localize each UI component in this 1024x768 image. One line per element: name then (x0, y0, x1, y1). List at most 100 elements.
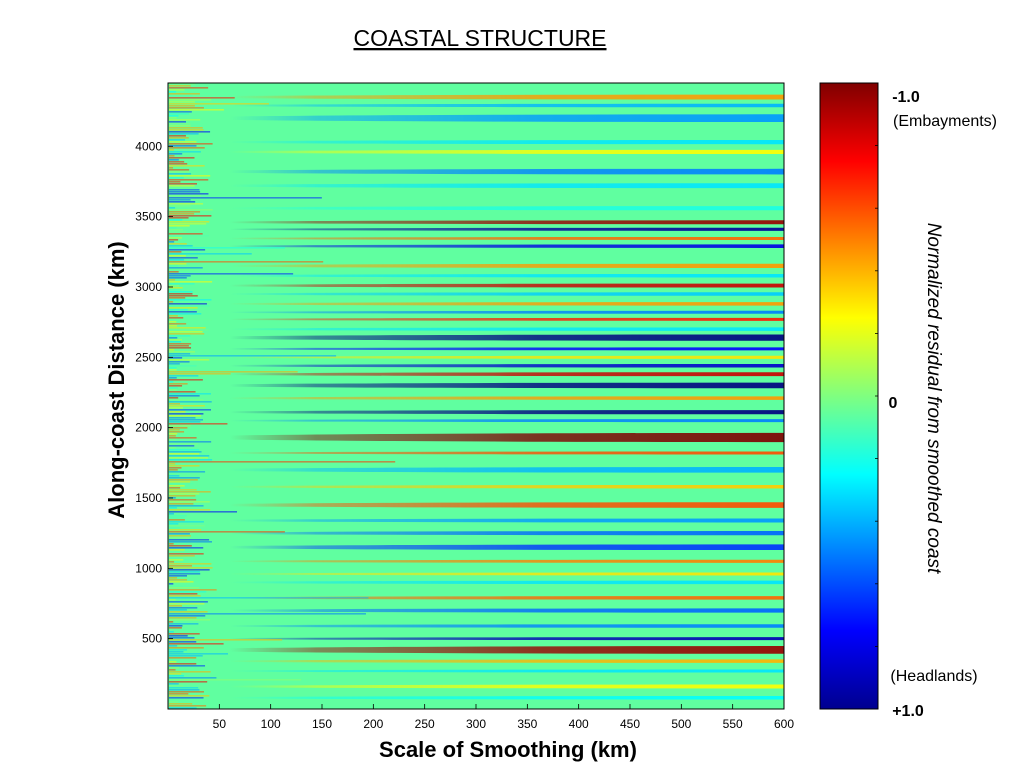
heatmap-band (168, 410, 784, 415)
noise-stripe (169, 105, 195, 107)
heatmap-band (168, 94, 784, 100)
noise-stripe (169, 217, 189, 219)
noise-stripe (169, 475, 180, 477)
heatmap-band (168, 334, 784, 341)
noise-stripe (169, 297, 186, 299)
noise-stripe (169, 553, 204, 555)
noise-stripe (169, 457, 208, 459)
noise-stripe (169, 435, 176, 437)
noise-stripe (169, 479, 198, 481)
noise-stripe (169, 125, 191, 127)
noise-stripe (169, 671, 211, 673)
noise-stripe (169, 555, 195, 557)
noise-stripe (169, 229, 184, 231)
noise-stripe (169, 179, 209, 181)
noise-stripe (169, 397, 179, 399)
heatmap-band (168, 684, 784, 689)
heatmap-plot-area (168, 83, 784, 709)
heatmap-band (168, 372, 784, 377)
noise-stripe (169, 601, 208, 603)
heatmap-band (168, 114, 784, 123)
noise-stripe (169, 471, 206, 473)
noise-stripe (169, 531, 285, 533)
noise-stripe (169, 441, 212, 443)
noise-stripe (169, 547, 204, 549)
noise-stripe (169, 349, 175, 351)
noise-stripe (169, 107, 204, 109)
noise-stripe (169, 271, 179, 273)
noise-stripe (169, 705, 207, 707)
x-tick-label: 400 (569, 717, 589, 731)
heatmap-band (168, 236, 784, 240)
noise-stripe (169, 93, 200, 95)
noise-stripe (169, 617, 197, 619)
noise-stripe (169, 321, 177, 323)
noise-stripe (169, 275, 191, 277)
noise-stripe (169, 651, 184, 653)
noise-stripe (169, 597, 369, 599)
noise-stripe (169, 399, 204, 401)
noise-stripe (169, 257, 198, 259)
heatmap-band (168, 596, 784, 600)
noise-stripe (169, 491, 211, 493)
noise-stripe (169, 221, 210, 223)
noise-stripe (169, 357, 183, 359)
noise-stripe (169, 637, 195, 639)
noise-stripe (169, 215, 212, 217)
heatmap-band (168, 292, 784, 296)
noise-stripe (169, 167, 174, 169)
noise-stripe (169, 113, 190, 115)
noise-stripe (169, 97, 235, 99)
noise-stripe (169, 317, 184, 319)
heatmap-band (168, 646, 784, 654)
noise-stripe (169, 605, 183, 607)
colorbar (819, 82, 879, 710)
noise-stripe (169, 579, 188, 581)
noise-stripe (169, 621, 174, 623)
noise-stripe (169, 623, 199, 625)
x-tick-label: 150 (312, 717, 332, 731)
noise-stripe (169, 445, 195, 447)
heatmap-band (168, 273, 784, 278)
noise-stripe (169, 183, 198, 185)
noise-stripe (169, 595, 201, 597)
noise-stripe (169, 403, 181, 405)
noise-stripe (169, 339, 182, 341)
x-tick-label: 500 (671, 717, 691, 731)
noise-stripe (169, 209, 213, 211)
noise-stripe (169, 431, 185, 433)
noise-stripe (169, 459, 213, 461)
noise-stripe (169, 199, 191, 201)
noise-stripe (169, 361, 190, 363)
noise-stripe (169, 337, 178, 339)
noise-stripe (169, 309, 188, 311)
noise-stripe (169, 83, 196, 85)
noise-stripe (169, 563, 212, 565)
noise-stripe (169, 417, 196, 419)
noise-stripe (169, 235, 210, 237)
noise-stripe (169, 301, 174, 303)
noise-stripe (169, 477, 200, 479)
noise-stripe (169, 133, 199, 135)
noise-stripe (169, 513, 174, 515)
x-tick-label: 550 (723, 717, 743, 731)
noise-stripe (169, 685, 184, 687)
x-tick-label: 600 (774, 717, 794, 731)
noise-stripe (169, 603, 205, 605)
noise-stripe (169, 463, 176, 465)
noise-stripe (169, 181, 181, 183)
heatmap-band (168, 659, 784, 663)
noise-stripe (169, 437, 197, 439)
noise-stripe (169, 313, 202, 315)
noise-stripe (169, 377, 177, 379)
heatmap-band (168, 220, 784, 225)
noise-stripe (169, 529, 202, 531)
noise-stripe (169, 425, 191, 427)
noise-stripe (169, 121, 186, 123)
noise-stripe (169, 527, 181, 529)
noise-stripe (169, 307, 198, 309)
noise-stripe (169, 693, 189, 695)
y-tick-label: 4000 (135, 139, 162, 153)
noise-stripe (169, 189, 200, 191)
colorbar-bottom-note: (Headlands) (890, 668, 977, 685)
